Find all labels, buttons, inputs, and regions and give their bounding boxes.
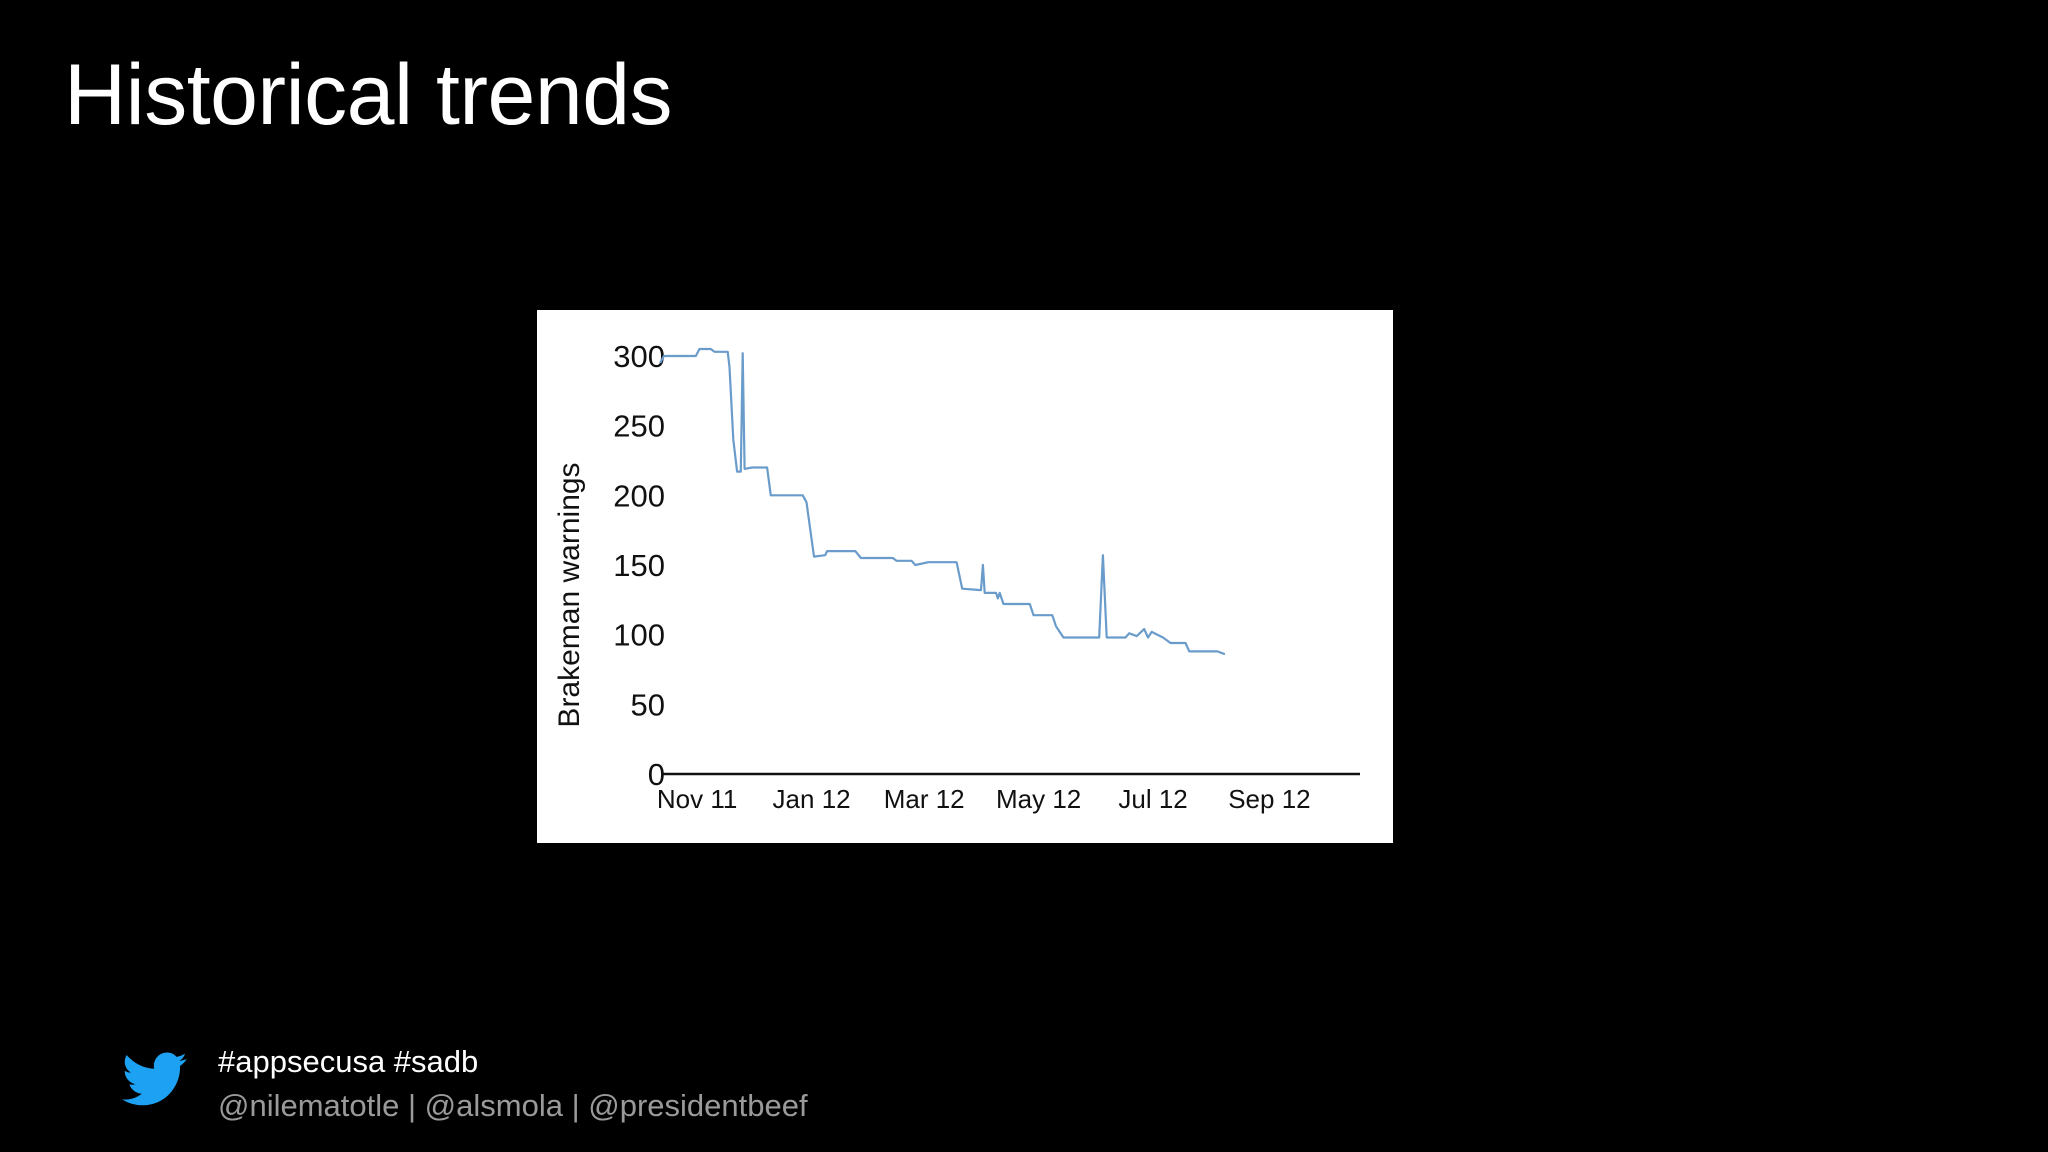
y-tick-label: 100: [613, 618, 665, 653]
x-tick-label: May 12: [996, 784, 1081, 814]
y-tick-label: 50: [631, 687, 665, 722]
y-tick-label: 250: [613, 409, 665, 444]
y-tick-label: 200: [613, 478, 665, 513]
x-tick-label: Nov 11: [657, 784, 737, 814]
chart-card: Brakeman warnings 0 50 100 150 200 250 300 Nov…: [537, 310, 1393, 843]
warnings-line-chart: Brakeman warnings 0 50 100 150 200 250 300 Nov…: [553, 339, 1360, 814]
y-tick-label: 300: [613, 339, 665, 374]
twitter-bird-icon: [122, 1052, 187, 1106]
y-tick-label: 150: [613, 548, 665, 583]
x-tick-label: Mar 12: [884, 784, 965, 814]
y-axis-label: Brakeman warnings: [553, 462, 586, 727]
y-tick-label: 0: [648, 757, 665, 792]
slide-title: Historical trends: [64, 47, 673, 143]
series-line: [659, 347, 1226, 656]
x-tick-label: Sep 12: [1228, 784, 1310, 814]
x-tick-label: Jul 12: [1118, 784, 1187, 814]
x-tick-label: Jan 12: [773, 784, 851, 814]
hashtags-text: #appsecusa #sadb: [218, 1044, 479, 1079]
twitter-handles-text: @nilematotle | @alsmola | @presidentbeef: [218, 1088, 808, 1123]
